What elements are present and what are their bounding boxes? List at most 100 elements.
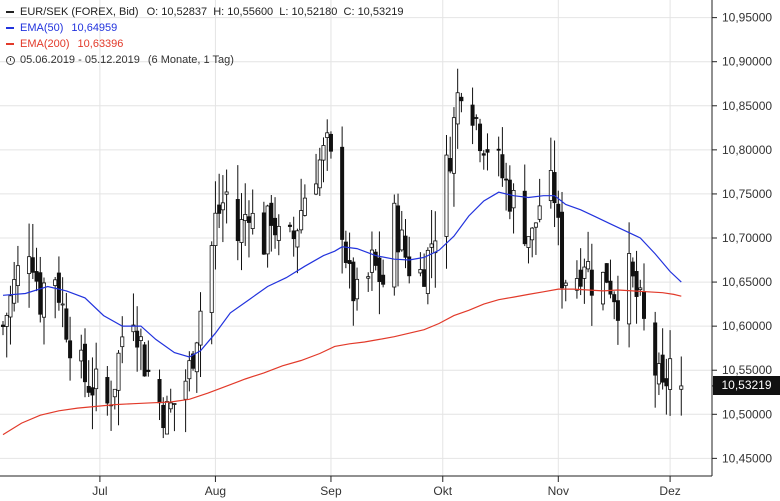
candle-body — [157, 379, 162, 404]
legend-instrument: EUR/SEK (FOREX, Bid) O: 10,52837 H: 10,5… — [6, 4, 403, 20]
candle-body — [224, 191, 229, 195]
candle-body — [548, 170, 553, 202]
candle-body — [530, 227, 535, 241]
period-note: (6 Monate, 1 Tag) — [147, 54, 234, 66]
candle-body — [314, 183, 319, 195]
y-tick-label: 10,50000 — [722, 407, 772, 421]
candle-body — [183, 380, 188, 400]
candle-body — [664, 378, 669, 387]
candle-body — [552, 172, 557, 204]
candle-body — [504, 178, 509, 181]
candle-body — [481, 153, 486, 156]
candle-body — [403, 235, 408, 258]
candle-body — [377, 257, 382, 282]
candle-body — [612, 294, 617, 303]
candle-body — [161, 404, 166, 429]
candle-body — [604, 263, 609, 283]
grid — [0, 0, 712, 476]
candle-body — [642, 291, 647, 319]
candle-body — [250, 212, 255, 229]
y-tick-label: 10,95000 — [722, 11, 772, 25]
candle-body — [15, 265, 20, 286]
candle-body — [355, 278, 360, 300]
candle-body — [396, 205, 401, 253]
candle-body — [630, 261, 635, 277]
x-tick-label: Dez — [659, 484, 680, 498]
candle-body — [187, 360, 192, 380]
x-tick-label: Nov — [548, 484, 569, 498]
period-range: 05.06.2019 - 05.12.2019 — [20, 54, 140, 66]
candle-body — [60, 303, 65, 306]
candle-body — [299, 210, 304, 231]
ema50-line — [2, 191, 682, 358]
candle-body — [474, 117, 479, 119]
candle-body — [496, 148, 501, 151]
x-tick-label: Jul — [92, 484, 107, 498]
y-tick-label: 10,90000 — [722, 55, 772, 69]
candle-body — [418, 269, 423, 274]
candle-body — [563, 282, 568, 286]
candle-body — [533, 222, 538, 228]
x-tick-label: Aug — [205, 484, 226, 498]
candle-body — [86, 385, 91, 393]
candle-body — [526, 236, 531, 248]
candle-body — [172, 403, 177, 405]
candle-body — [4, 315, 9, 327]
candle-body — [369, 249, 374, 273]
candle-body — [399, 229, 404, 251]
candle-body — [660, 354, 665, 383]
candle-body — [198, 310, 203, 346]
candle-body — [366, 276, 371, 279]
candle-body — [478, 123, 483, 152]
candle-body — [500, 154, 505, 179]
candle-body — [295, 230, 300, 248]
y-tick-label: 10,55000 — [722, 363, 772, 377]
ema50-swatch — [6, 27, 14, 29]
candle-body — [634, 271, 639, 297]
y-tick-label: 10,65000 — [722, 275, 772, 289]
ema50-value: 10,64959 — [71, 22, 118, 34]
candle-body — [451, 117, 456, 174]
candle-body — [392, 202, 397, 288]
candle-body — [407, 256, 412, 277]
candle-body — [325, 132, 330, 138]
candle-body — [276, 225, 281, 241]
candle-body — [317, 159, 322, 189]
candle-body — [138, 336, 143, 341]
candle-body — [269, 202, 274, 226]
candle-body — [30, 257, 35, 273]
candle-body — [68, 340, 73, 359]
candle-body — [653, 322, 658, 376]
y-tick-label: 10,45000 — [722, 451, 772, 465]
candle-body — [82, 343, 87, 383]
candle-body — [343, 241, 348, 263]
candle-body — [53, 279, 58, 286]
x-tick-label: Okt — [433, 484, 452, 498]
candle-body — [537, 205, 542, 220]
ema200-value: 10,63396 — [77, 38, 124, 50]
candle-body — [194, 342, 199, 373]
y-tick-label: 10,75000 — [722, 187, 772, 201]
last-price-tag: 10,53219 — [713, 376, 780, 396]
candle-body — [328, 133, 333, 152]
candle-body — [116, 352, 121, 391]
candle-body — [448, 158, 453, 172]
candle-body — [340, 146, 345, 240]
candle-body — [56, 272, 61, 303]
candle-body — [608, 280, 613, 295]
instrument-swatch — [6, 11, 14, 13]
ema50-label: EMA(50) — [20, 22, 64, 34]
candle-body — [243, 213, 248, 221]
candle-body — [485, 149, 490, 153]
candle-body — [41, 282, 46, 318]
instrument-label: EUR/SEK (FOREX, Bid) — [20, 6, 139, 18]
candle-body — [422, 269, 427, 287]
candle-body — [8, 295, 13, 318]
candle-body — [425, 249, 430, 294]
candle-body — [522, 190, 527, 245]
candle-body — [135, 330, 140, 348]
candle-body — [601, 271, 606, 305]
y-tick-label: 10,70000 — [722, 231, 772, 245]
